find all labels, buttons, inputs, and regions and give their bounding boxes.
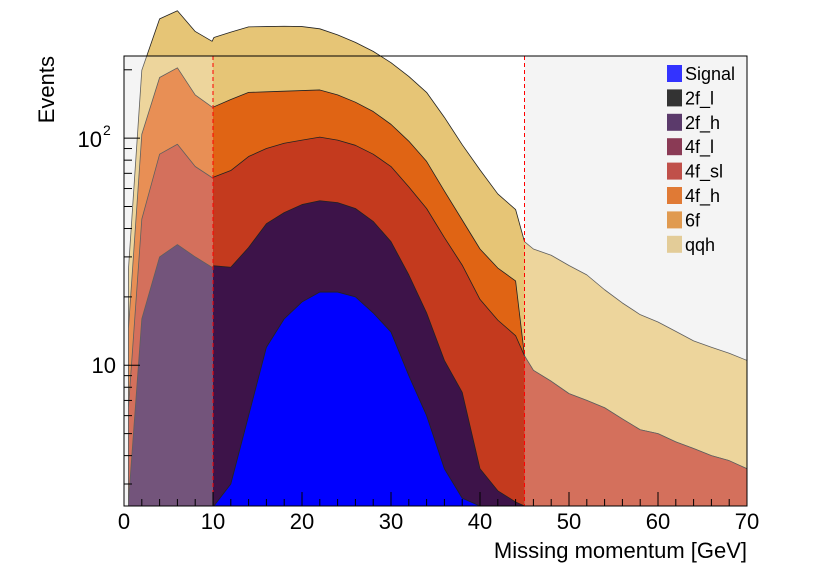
legend-label-qqh: qqh (685, 235, 715, 255)
legend-label-4f-l: 4f_l (685, 137, 714, 158)
x-tick-label: 10 (201, 509, 225, 534)
cut-lines (212, 56, 525, 506)
legend-swatch-4f-sl (667, 162, 682, 180)
legend-label-6f: 6f (685, 210, 701, 230)
excluded-overlay-left (124, 56, 213, 506)
stacked-histograms (128, 10, 748, 507)
x-tick-label: 50 (557, 509, 581, 534)
excluded-overlay-right (524, 56, 747, 506)
x-axis: 0 10 20 30 40 50 60 70 (118, 492, 759, 534)
legend-label-2f-l: 2f_l (685, 88, 714, 109)
legend-swatch-2f-l (667, 89, 682, 107)
legend-label-2f-h: 2f_h (685, 113, 720, 134)
legend-swatch-qqh (667, 235, 682, 253)
x-tick-label: 60 (646, 509, 670, 534)
x-tick-label: 0 (118, 509, 130, 534)
legend-swatch-2f-h (667, 113, 682, 131)
legend-label-4f-h: 4f_h (685, 186, 720, 207)
y-tick-label: 10 (92, 353, 116, 378)
x-tick-label: 70 (735, 509, 759, 534)
y-tick-label: 10 (78, 127, 102, 152)
excluded-region-overlays (124, 56, 747, 506)
y-tick-exponent: 2 (103, 122, 111, 138)
legend-label-4f-sl: 4f_sl (685, 162, 723, 183)
legend-label-signal: Signal (685, 64, 735, 84)
x-tick-label: 20 (290, 509, 314, 534)
legend-swatch-6f (667, 211, 682, 229)
legend-swatch-signal (667, 65, 682, 82)
legend-swatch-4f-h (667, 187, 682, 204)
y-axis-title: Events (34, 56, 59, 123)
legend: Signal 2f_l 2f_h 4f_l 4f_sl 4f_h 6f qqh (667, 64, 735, 255)
x-tick-label: 40 (468, 509, 492, 534)
x-axis-title: Missing momentum [GeV] (494, 538, 747, 563)
x-tick-label: 30 (379, 509, 403, 534)
plot-frame (123, 55, 748, 507)
legend-swatch-4f-l (667, 138, 682, 156)
